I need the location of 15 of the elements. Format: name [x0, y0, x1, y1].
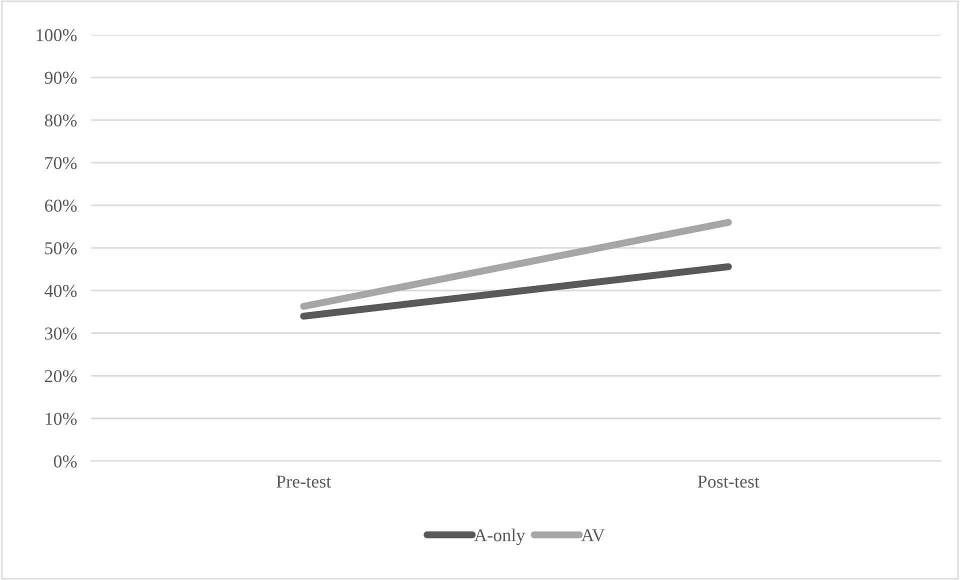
x-tick-label: Post-test [698, 476, 760, 488]
y-tick-label: 30% [45, 327, 77, 340]
y-tick-label: 80% [44, 114, 77, 127]
y-tick-label: 10% [46, 412, 77, 425]
y-tick-label: 50% [45, 242, 77, 254]
legend-label: A-only [474, 528, 526, 546]
y-tick-label: 90% [44, 72, 77, 84]
y-tick-label: 70% [45, 156, 77, 170]
y-tick-label: 20% [45, 370, 77, 382]
y-tick-label: 0% [54, 455, 77, 468]
x-tick-label: Pre-test [276, 476, 332, 488]
legend-label: AV [581, 529, 605, 542]
y-tick-label: 40% [44, 284, 77, 298]
y-tick-label: 60% [44, 200, 77, 212]
y-tick-label: 100% [36, 29, 77, 42]
